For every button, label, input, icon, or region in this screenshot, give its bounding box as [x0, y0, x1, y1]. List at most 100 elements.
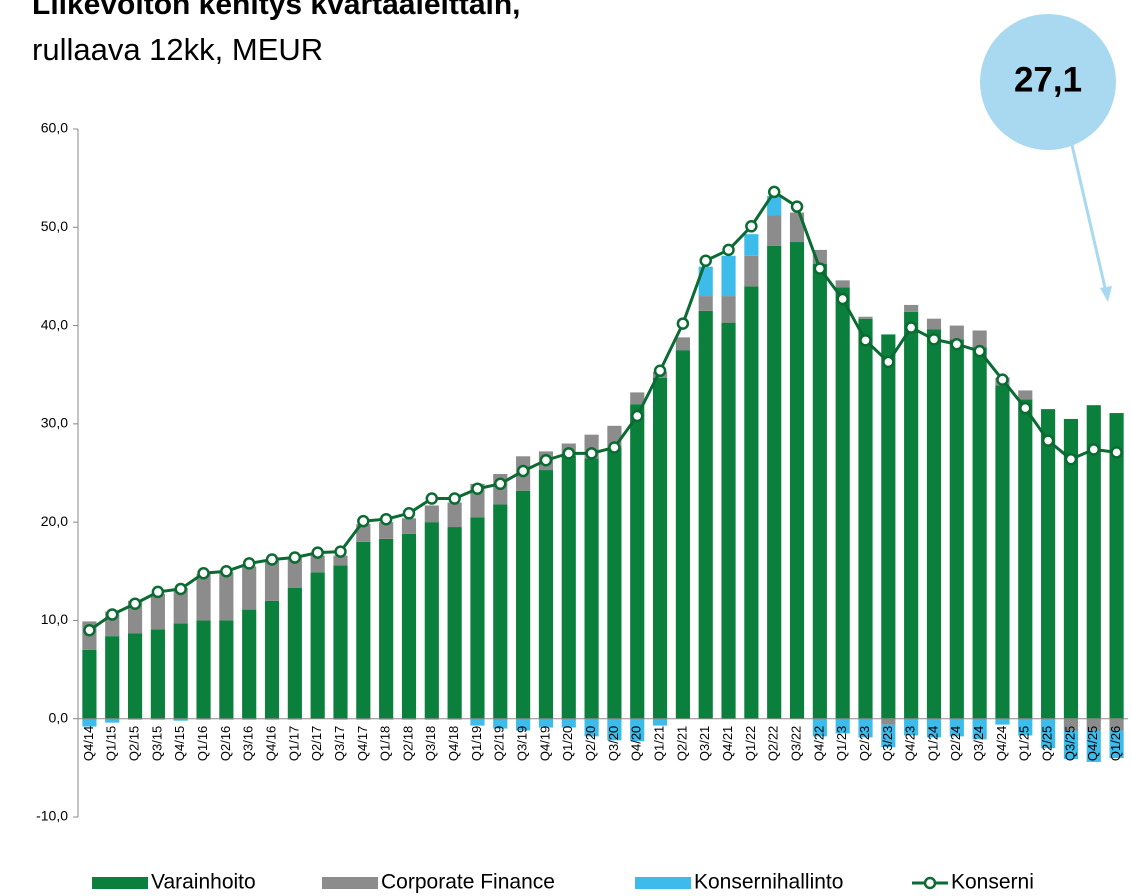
x-tick-label: Q3/21: [697, 726, 712, 761]
bar-segment: [858, 718, 873, 738]
bar-segment: [949, 718, 964, 737]
line-marker: [448, 492, 461, 505]
bar-segment: [767, 245, 782, 719]
x-tick-label: Q4/16: [263, 726, 278, 761]
bar-segment: [127, 633, 143, 719]
bar-segment: [858, 318, 873, 719]
line-marker: [904, 321, 918, 334]
y-tick-label: 60,0: [41, 120, 68, 136]
line-marker: [83, 624, 96, 637]
line-marker: [927, 333, 941, 346]
line-marker: [608, 441, 621, 454]
bar-segment: [789, 242, 805, 719]
bar-segment: [379, 538, 394, 719]
x-tick-label: Q2/23: [857, 726, 872, 761]
x-tick-label: Q3/20: [606, 726, 621, 761]
bar-segment: [1109, 730, 1124, 759]
line-marker: [996, 373, 1009, 386]
bar-segment: [881, 334, 896, 719]
x-tick-label: Q4/20: [629, 726, 644, 761]
bar-segment: [1063, 730, 1079, 760]
legend-label: Konsernihallinto: [694, 871, 843, 894]
line-marker: [288, 551, 302, 564]
y-tick-label: 30,0: [41, 415, 68, 431]
line-marker: [516, 464, 530, 478]
legend-label: Corporate Finance: [381, 871, 555, 894]
bar-segment: [379, 522, 394, 539]
bar-segment: [630, 404, 645, 719]
bar-segment: [196, 574, 211, 621]
x-tick-label: Q4/14: [81, 726, 96, 761]
legend-marker: [923, 876, 937, 890]
x-tick-label: Q1/25: [1017, 726, 1032, 761]
x-tick-label: Q4/22: [811, 726, 826, 761]
x-tick-label: Q4/21: [720, 726, 735, 761]
bar-segment: [904, 718, 919, 736]
bar-segment: [173, 718, 188, 721]
bar-segment: [356, 541, 371, 719]
bar-segment: [150, 593, 165, 630]
y-tick-label: 50,0: [41, 218, 68, 234]
bar-segment: [630, 718, 645, 742]
bar-segment: [242, 566, 257, 610]
line-marker: [813, 262, 827, 275]
x-tick-label: Q4/24: [994, 726, 1009, 761]
bar-segment: [949, 325, 964, 340]
line-marker: [973, 344, 986, 358]
bar-segment: [1086, 730, 1101, 762]
chart-title: Liikevoiton kehitys kvartaaleittain,: [32, 0, 521, 21]
x-tick-label: Q1/20: [560, 726, 575, 761]
y-tick-label: 20,0: [41, 513, 68, 529]
bar-segment: [1041, 718, 1056, 749]
bar-segment: [173, 587, 188, 624]
bar-segment: [196, 620, 211, 719]
x-tick-label: Q4/18: [446, 726, 461, 761]
chart-subtitle: rullaava 12kk, MEUR: [32, 32, 323, 67]
bar-segment: [652, 718, 668, 726]
y-tick-label: 0,0: [49, 709, 69, 725]
bar-segment: [219, 620, 234, 719]
x-tick-label: Q2/15: [127, 726, 142, 761]
bar-segment: [904, 304, 919, 312]
bar-segment: [926, 329, 942, 719]
x-tick-label: Q3/19: [515, 726, 530, 761]
line: [88, 189, 1117, 632]
bar-segment: [995, 718, 1010, 725]
x-tick-label: Q4/25: [1085, 726, 1100, 761]
line-marker: [950, 337, 964, 351]
x-tick-label: Q4/17: [355, 726, 370, 761]
legend-swatch: [322, 877, 378, 889]
bar-segment: [333, 555, 348, 566]
line-marker: [585, 447, 598, 460]
bar-segment: [105, 718, 120, 723]
bar-segment: [675, 350, 690, 719]
bar-segment: [424, 522, 439, 719]
line-marker: [242, 557, 256, 570]
line-marker: [859, 334, 872, 347]
legend-swatch: [92, 877, 148, 889]
bar-segment: [1109, 718, 1124, 731]
line-marker: [722, 243, 735, 257]
line-marker: [105, 608, 119, 621]
x-tick-label: Q2/18: [400, 726, 415, 761]
bar-segment: [82, 649, 97, 719]
bar-segment: [1041, 409, 1056, 719]
bar-segment: [675, 337, 690, 351]
bar-segment: [1086, 718, 1101, 731]
x-tick-label: Q3/24: [971, 726, 986, 761]
bar-segment: [173, 623, 188, 719]
x-tick-label: Q1/16: [195, 726, 210, 761]
bar-segment: [447, 527, 462, 719]
bar-segment: [538, 718, 554, 728]
bar-segment: [744, 286, 759, 719]
arrow-head: [1100, 286, 1112, 302]
x-tick-label: Q1/17: [286, 726, 301, 761]
bar-segment: [561, 718, 576, 728]
line-marker: [1041, 434, 1055, 447]
bar-segment: [721, 322, 736, 719]
line-marker: [539, 453, 553, 467]
x-tick-label: Q4/19: [537, 726, 552, 761]
bar-segment: [538, 470, 554, 719]
bar-segment: [1086, 405, 1101, 719]
bar-segment: [1109, 413, 1124, 719]
